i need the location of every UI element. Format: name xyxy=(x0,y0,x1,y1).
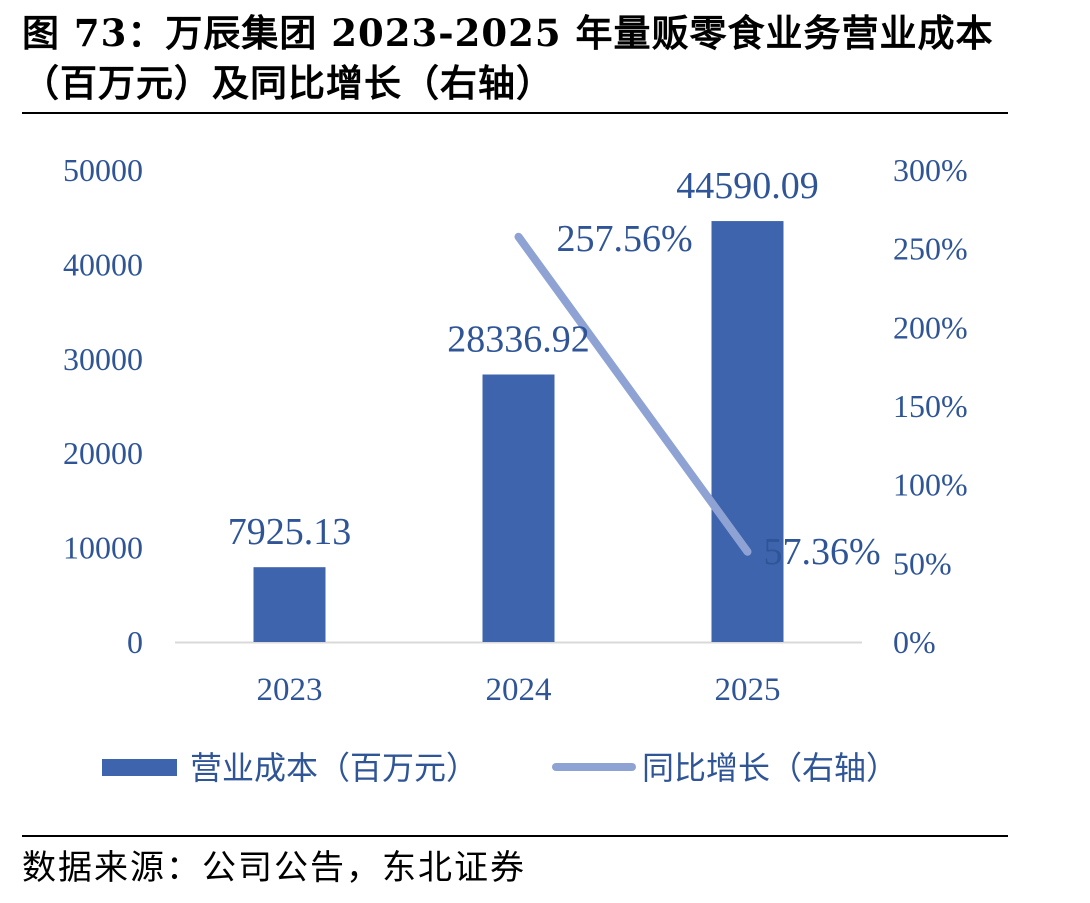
x-axis-tick-label: 2024 xyxy=(486,672,552,708)
legend-line-label: 同比增长（右轴） xyxy=(642,749,898,787)
growth-line xyxy=(514,232,752,556)
right-axis-ticks: 0% 50% 100% 150% 200% 250% 300% xyxy=(893,152,968,660)
left-axis-tick-label: 20000 xyxy=(63,435,143,471)
bar-2024 xyxy=(482,374,555,642)
line-data-labels: 257.56% 57.36% xyxy=(557,218,881,573)
x-axis-tick-label: 2023 xyxy=(257,672,323,708)
line-series xyxy=(514,232,752,556)
bar-2023 xyxy=(253,567,326,642)
left-axis-tick-label: 30000 xyxy=(63,341,143,377)
right-axis-tick-label: 100% xyxy=(893,467,968,503)
right-axis-tick-label: 200% xyxy=(893,309,968,345)
chart: 0 10000 20000 30000 40000 50000 0% 50% 100% 150%… xyxy=(63,152,968,787)
bottom-rule xyxy=(22,835,1008,837)
right-axis-tick-label: 250% xyxy=(893,231,968,267)
legend-bar-swatch xyxy=(102,759,177,776)
x-axis-tick-label: 2025 xyxy=(715,672,781,708)
legend-bar-label: 营业成本（百万元） xyxy=(190,749,478,787)
right-axis-tick-label: 50% xyxy=(893,545,952,581)
left-axis-tick-label: 50000 xyxy=(63,152,143,188)
left-axis-tick-label: 40000 xyxy=(63,246,143,282)
left-axis-ticks: 0 10000 20000 30000 40000 50000 xyxy=(63,152,143,660)
line-value-label: 257.56% xyxy=(557,218,693,260)
left-axis-tick-label: 10000 xyxy=(63,530,143,566)
figure-title: 图 73：万辰集团 2023-2025 年量贩零食业务营业成本（百万元）及同比增… xyxy=(22,11,994,105)
bar-value-label: 7925.13 xyxy=(228,511,352,553)
bar-data-labels: 7925.13 28336.92 44590.09 xyxy=(228,165,819,553)
x-axis-ticks: 2023 2024 2025 xyxy=(257,672,781,708)
bar-value-label: 28336.92 xyxy=(447,318,590,360)
top-rule xyxy=(22,112,1008,114)
source-note: 数据来源：公司公告，东北证券 xyxy=(22,848,526,888)
left-axis-tick-label: 0 xyxy=(127,624,143,660)
right-axis-tick-label: 300% xyxy=(893,152,968,188)
legend: 营业成本（百万元） 同比增长（右轴） xyxy=(102,749,898,787)
right-axis-tick-label: 0% xyxy=(893,624,936,660)
bar-2025 xyxy=(711,221,784,642)
right-axis-tick-label: 150% xyxy=(893,388,968,424)
bar-value-label: 44590.09 xyxy=(676,165,819,207)
line-value-label: 57.36% xyxy=(764,531,881,573)
bar-series xyxy=(253,221,784,642)
